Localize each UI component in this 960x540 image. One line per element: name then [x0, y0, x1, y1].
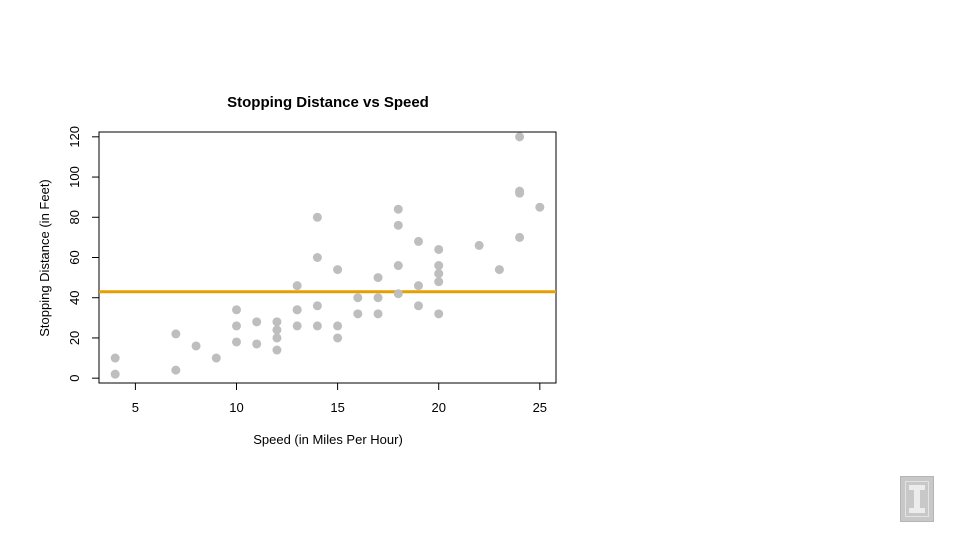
data-point [171, 365, 181, 375]
data-point [211, 353, 221, 363]
data-point [312, 301, 322, 311]
y-tick-label: 60 [67, 250, 82, 264]
x-tick-label: 20 [431, 400, 445, 415]
data-point [373, 273, 383, 283]
data-point [333, 265, 343, 275]
x-tick-label: 25 [533, 400, 547, 415]
data-point [333, 321, 343, 331]
data-point [353, 309, 363, 319]
x-tick-label: 5 [132, 400, 139, 415]
data-point [474, 240, 484, 250]
data-point [272, 325, 282, 335]
data-point [393, 220, 403, 230]
data-point [393, 261, 403, 271]
data-point [191, 341, 201, 351]
data-point [171, 329, 181, 339]
data-point [494, 265, 504, 275]
data-point [232, 321, 242, 331]
data-point [413, 301, 423, 311]
data-point [252, 317, 262, 327]
data-point [333, 333, 343, 343]
data-point [292, 281, 302, 291]
data-point [413, 281, 423, 291]
data-point [312, 321, 322, 331]
y-tick-label: 20 [67, 331, 82, 345]
plot-frame [98, 131, 557, 384]
data-point [373, 293, 383, 303]
data-point [515, 132, 525, 142]
data-point [272, 333, 282, 343]
data-point [272, 345, 282, 355]
x-tick-label: 15 [330, 400, 344, 415]
data-point [292, 321, 302, 331]
y-axis-label: Stopping Distance (in Feet) [37, 179, 52, 337]
data-point [515, 232, 525, 242]
data-point [272, 317, 282, 327]
data-point [373, 309, 383, 319]
data-point [434, 261, 444, 271]
data-point [232, 337, 242, 347]
data-point [393, 289, 403, 299]
y-tick-label: 120 [67, 126, 82, 148]
university-logo [900, 476, 934, 522]
data-point [515, 186, 525, 196]
data-point [110, 369, 120, 379]
x-axis: 5 10 15 20 25 [132, 382, 547, 415]
data-point [434, 269, 444, 279]
y-tick-label: 40 [67, 290, 82, 304]
data-point [434, 309, 444, 319]
data-point [312, 212, 322, 222]
data-point [252, 339, 262, 349]
y-tick-label: 80 [67, 210, 82, 224]
y-tick-label: 100 [67, 166, 82, 188]
data-point [232, 305, 242, 315]
data-point [110, 353, 120, 363]
data-point [393, 204, 403, 214]
data-point [434, 277, 444, 287]
x-axis-label: Speed (in Miles Per Hour) [253, 432, 403, 447]
x-tick-label: 10 [229, 400, 243, 415]
chart-title: Stopping Distance vs Speed [227, 94, 429, 111]
data-point [353, 293, 363, 303]
data-points [110, 132, 545, 379]
data-point [312, 253, 322, 262]
data-point [434, 244, 444, 254]
y-axis: 0 20 40 60 80 100 120 [67, 126, 100, 382]
data-point [535, 202, 545, 212]
data-point [413, 236, 423, 246]
data-point [292, 305, 302, 315]
y-tick-label: 0 [67, 375, 82, 382]
